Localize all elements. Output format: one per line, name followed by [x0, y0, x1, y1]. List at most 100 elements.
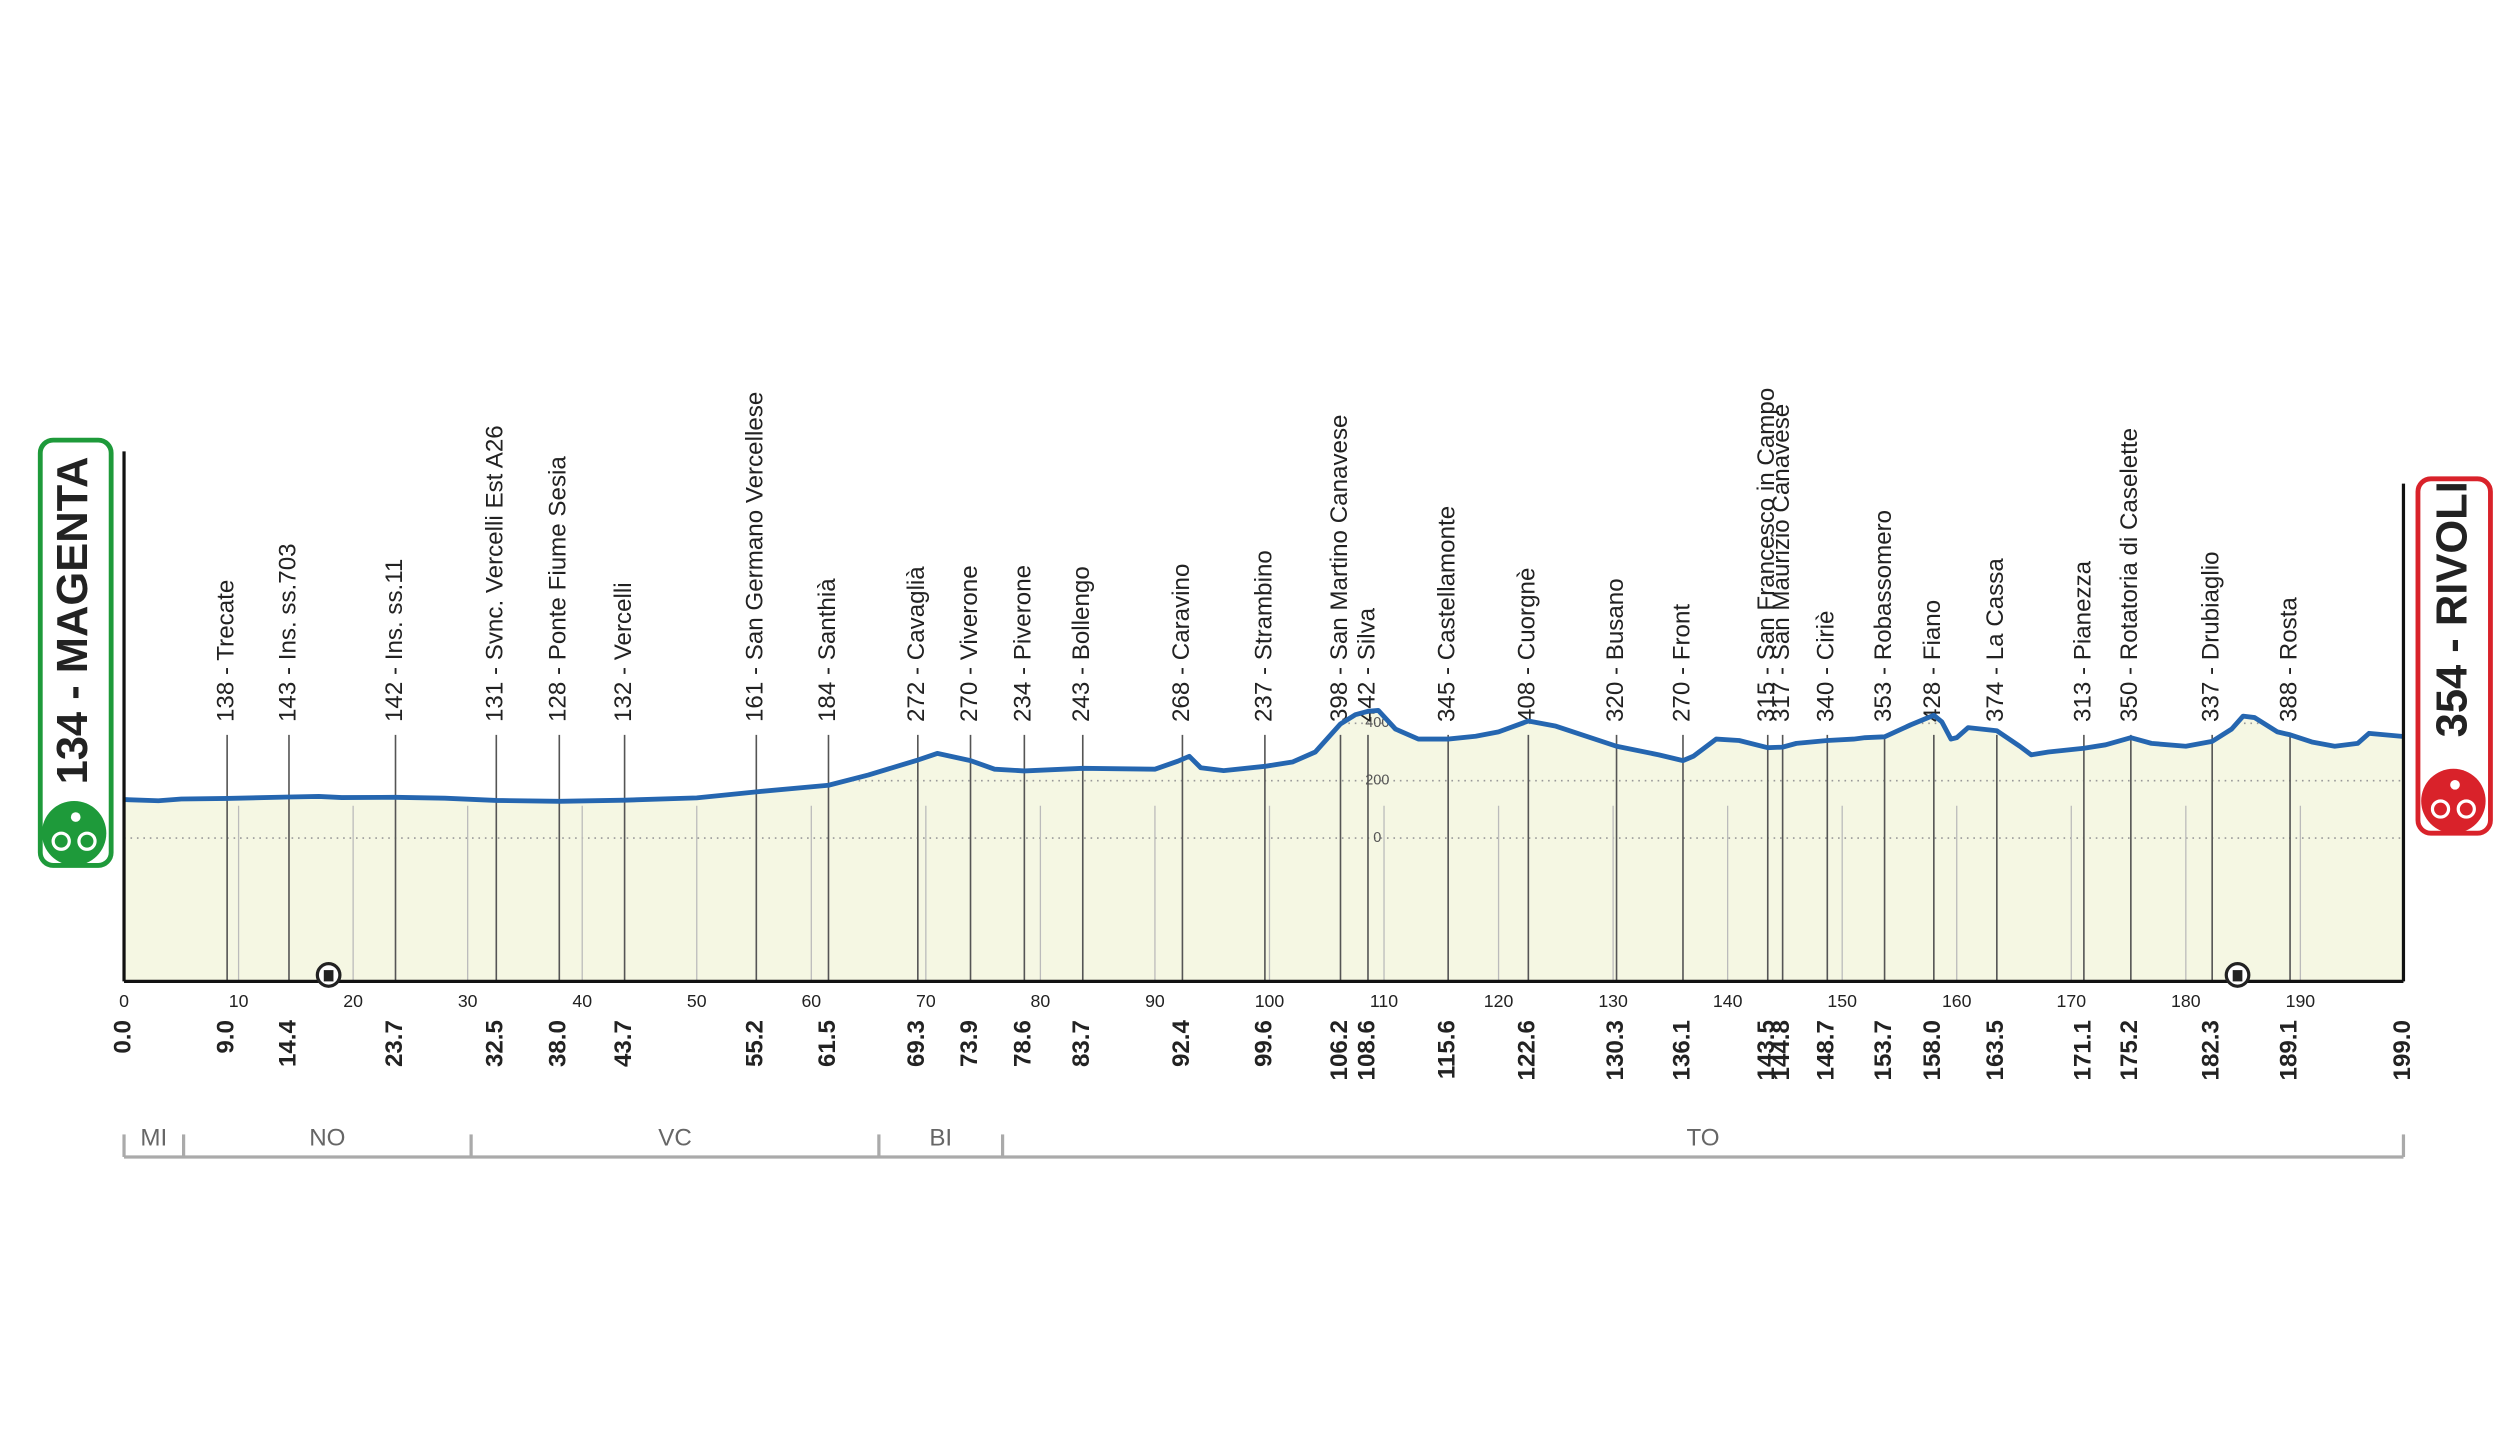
x-tick-label: 130	[1598, 991, 1628, 1011]
km-label: 136.1	[1668, 1020, 1695, 1080]
waypoint-label: 270 - Viverone	[956, 565, 983, 722]
km-label: 14.4	[274, 1019, 301, 1067]
x-tick-label: 120	[1484, 991, 1514, 1011]
waypoint-label: 340 - Ciriè	[1813, 611, 1840, 722]
waypoint-label: 272 - Cavaglià	[903, 566, 930, 722]
x-tick-label: 110	[1370, 991, 1398, 1011]
rider-head	[2450, 780, 2460, 790]
waypoint-label: 128 - Ponte Fiume Sesia	[545, 456, 572, 722]
start-icon	[41, 800, 107, 866]
tunnel-icon	[323, 970, 334, 982]
waypoint-label: 315 - San Francesco in Campo	[1753, 388, 1780, 722]
rider-head	[70, 812, 81, 822]
km-label: 108.6	[1353, 1020, 1380, 1080]
km-label: 23.7	[381, 1020, 408, 1067]
finish-icon	[2421, 768, 2486, 834]
km-label: 78.6	[1010, 1020, 1037, 1067]
waypoint-label: 374 - La Cassa	[1982, 558, 2009, 722]
waypoint-label: 350 - Rotatoria di Caselette	[2116, 428, 2143, 722]
waypoint-label: 320 - Busano	[1602, 578, 1629, 722]
bike-wheel	[51, 831, 71, 851]
x-tick-label: 90	[1145, 991, 1165, 1011]
y-tick-label: 200	[1365, 772, 1389, 788]
x-tick-label: 80	[1031, 991, 1051, 1011]
waypoint-label: 442 - Silva	[1353, 607, 1380, 722]
waypoint-label: 268 - Caravino	[1168, 564, 1195, 722]
waypoint-label: 428 - Fiano	[1919, 600, 1946, 722]
x-tick-label: 50	[687, 991, 707, 1011]
x-tick-label: 70	[916, 991, 936, 1011]
km-label: 144.8	[1768, 1020, 1795, 1080]
km-label: 158.0	[1919, 1020, 1946, 1080]
km-label: 69.3	[903, 1020, 930, 1067]
waypoint-label: 270 - Front	[1668, 604, 1695, 722]
km-label: 61.5	[814, 1020, 841, 1067]
km-label: 189.1	[2275, 1020, 2302, 1080]
region-label: VC	[658, 1125, 692, 1152]
waypoint-label: 132 - Vercelli	[610, 582, 637, 722]
waypoint-label: 237 - Strambino	[1250, 550, 1277, 722]
km-label: 32.5	[482, 1020, 509, 1067]
x-tick-label: 30	[458, 991, 478, 1011]
profile-line	[123, 707, 2404, 804]
waypoint-label: 142 - Ins. ss.11	[381, 559, 408, 722]
waypoint-label: 243 - Bollengo	[1068, 566, 1095, 722]
waypoint-label: 143 - Ins. ss.703	[274, 543, 301, 722]
region-label: NO	[309, 1125, 345, 1152]
km-label: 99.6	[1250, 1020, 1277, 1067]
region-label: BI	[929, 1125, 952, 1152]
waypoint-label: 353 - Robassomero	[1870, 510, 1897, 722]
start-label: 134 - MAGENTA	[49, 457, 97, 785]
x-tick-label: 190	[2286, 991, 2316, 1011]
finish-label: 354 - RIVOLI	[2428, 481, 2476, 737]
waypoint-label: 184 - Santhià	[814, 578, 841, 722]
waypoint-label: 234 - Piverone	[1010, 565, 1037, 722]
km-label: 175.2	[2116, 1020, 2143, 1080]
x-tick-label: 10	[229, 991, 249, 1011]
waypoint-label: 138 - Trecate	[213, 580, 240, 722]
waypoint-label: 131 - Svnc. Vercelli Est A26	[482, 425, 509, 722]
y-tick-label: 0	[1373, 830, 1381, 846]
km-label: 153.7	[1870, 1020, 1897, 1080]
profile-area	[124, 710, 2404, 982]
x-tick-label: 20	[343, 991, 363, 1011]
x-tick-label: 40	[572, 991, 592, 1011]
waypoint-label: 345 - Castellamonte	[1434, 506, 1461, 722]
waypoint-label: 408 - Cuorgnè	[1514, 568, 1541, 722]
km-label: 92.4	[1168, 1019, 1195, 1067]
bike-wheel	[77, 831, 97, 851]
waypoint-label: 398 - San Martino Canavese	[1326, 415, 1353, 723]
waypoint-label: 388 - Rosta	[2275, 597, 2302, 722]
km-label: 182.3	[2198, 1020, 2225, 1080]
km-label: 122.6	[1514, 1020, 1541, 1080]
region-label: TO	[1686, 1125, 1719, 1152]
x-tick-label: 140	[1713, 991, 1743, 1011]
tunnel-icon	[2232, 970, 2243, 982]
km-label: 38.0	[545, 1020, 572, 1067]
x-tick-label: 0	[119, 991, 129, 1011]
km-label: 83.7	[1068, 1020, 1095, 1067]
start-badge	[37, 437, 114, 868]
finish-badge	[2415, 476, 2493, 836]
waypoint-label: 313 - Pianezza	[2069, 560, 2096, 722]
x-tick-label: 170	[2057, 991, 2087, 1011]
x-tick-label: 100	[1255, 991, 1285, 1011]
km-label: 0.0	[109, 1020, 136, 1054]
waypoint-label: 317 - San Maurizio Canavese	[1768, 404, 1795, 722]
km-label: 130.3	[1602, 1020, 1629, 1080]
km-label: 163.5	[1982, 1020, 2009, 1080]
x-tick-label: 180	[2171, 991, 2201, 1011]
x-tick-label: 150	[1827, 991, 1857, 1011]
waypoint-label: 337 - Drubiaglio	[2198, 551, 2225, 722]
km-label: 55.2	[742, 1020, 769, 1067]
km-label: 171.1	[2069, 1020, 2096, 1080]
km-label: 143.5	[1753, 1020, 1780, 1080]
region-label: MI	[140, 1125, 167, 1152]
km-label: 199.0	[2389, 1020, 2416, 1080]
km-label: 115.6	[1434, 1020, 1461, 1079]
bike-wheel	[2430, 799, 2451, 819]
bike-wheel	[2456, 799, 2476, 819]
km-label: 43.7	[610, 1020, 637, 1067]
